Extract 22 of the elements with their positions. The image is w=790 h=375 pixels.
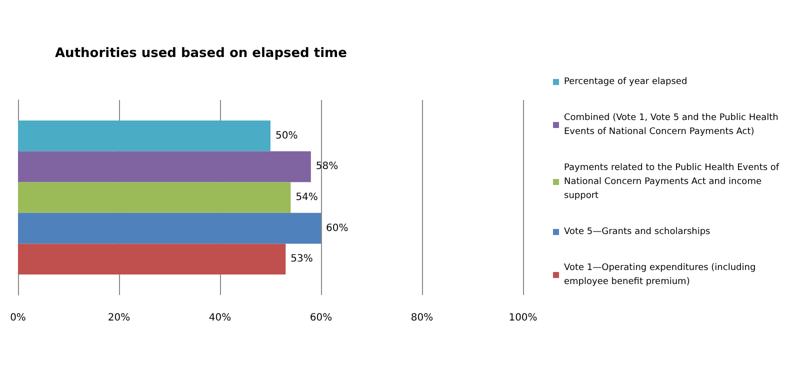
legend-label: Percentage of year elapsed (564, 77, 688, 87)
bar (18, 182, 291, 213)
legend-label: Vote 1—Operating expenditures (including employee benefit premium) (564, 263, 759, 287)
x-tick-label: 80% (410, 312, 434, 324)
bar (18, 212, 321, 244)
data-label: 54% (296, 192, 318, 203)
data-label: 58% (316, 161, 338, 172)
legend-label: Payments related to the Public Health Events of National Concern Payments Act and income support (564, 163, 782, 201)
bar (18, 244, 286, 275)
legend-label: Combined (Vote 1, Vote 5 and the Public Health Events of National Concern Payments Act) (564, 113, 782, 137)
data-label: 53% (290, 254, 313, 265)
data-label: 60% (326, 222, 348, 234)
data-label: 50% (276, 130, 298, 142)
x-tick-label: 20% (108, 312, 130, 324)
bar (18, 151, 311, 182)
bar (18, 120, 270, 152)
x-tick-label: 60% (310, 312, 332, 324)
legend-label: Vote 5—Grants and scholarships (564, 227, 711, 237)
x-tick-label: 100% (508, 312, 538, 324)
x-tick-label: 0% (10, 312, 26, 324)
chart-title: Authorities used based on elapsed time (55, 46, 348, 61)
x-tick-label: 40% (208, 312, 232, 324)
